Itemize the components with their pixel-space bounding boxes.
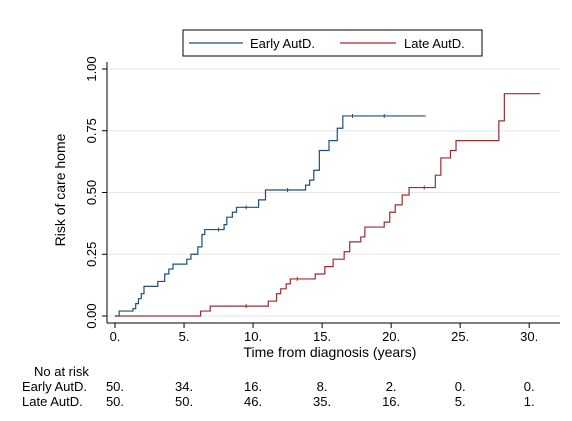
risk-value-0-2: 16. xyxy=(244,379,262,394)
x-tick-label-2: 10. xyxy=(244,329,262,344)
y-tick-label-1: 0.25 xyxy=(84,242,99,267)
risk-table-title: No at risk xyxy=(34,364,89,379)
legend-label-early: Early AutD. xyxy=(250,36,315,51)
y-tick-label-4: 1.00 xyxy=(84,56,99,81)
legend-label-late: Late AutD. xyxy=(404,36,465,51)
y-tick-label-3: 0.75 xyxy=(84,118,99,143)
risk-value-0-3: 8. xyxy=(317,379,328,394)
risk-value-1-1: 50. xyxy=(175,394,193,409)
y-axis-title: Risk of care home xyxy=(52,133,68,246)
y-tick-label-0: 0.00 xyxy=(84,303,99,328)
risk-value-0-1: 34. xyxy=(175,379,193,394)
series-line-1 xyxy=(115,93,541,317)
x-tick-label-1: 5. xyxy=(179,329,190,344)
risk-value-0-6: 0. xyxy=(524,379,535,394)
series-group xyxy=(115,93,541,317)
x-tick-label-6: 30. xyxy=(520,329,538,344)
x-tick-label-5: 25. xyxy=(451,329,469,344)
risk-row-label-late: Late AutD. xyxy=(22,394,83,409)
risk-value-1-6: 1. xyxy=(524,394,535,409)
x-tick-label-4: 20. xyxy=(382,329,400,344)
risk-value-1-5: 5. xyxy=(455,394,466,409)
x-axis-title: Time from diagnosis (years) xyxy=(244,344,417,360)
y-tick-label-2: 0.50 xyxy=(84,180,99,205)
risk-value-0-5: 0. xyxy=(455,379,466,394)
y-ticks: 0.00 0.25 0.50 0.75 1.00 xyxy=(84,56,107,329)
risk-value-0-4: 2. xyxy=(386,379,397,394)
risk-value-0-0: 50. xyxy=(106,379,124,394)
x-tick-label-0: 0. xyxy=(110,329,121,344)
x-ticks: 0. 5. 10. 15. 20. 25. 30. xyxy=(110,323,538,344)
x-tick-label-3: 15. xyxy=(313,329,331,344)
series-line-0 xyxy=(115,115,426,317)
risk-value-1-3: 35. xyxy=(313,394,331,409)
risk-value-1-0: 50. xyxy=(106,394,124,409)
risk-values: 50. 34. 16. 8. 2. 0. 0.50. 50. 46. 35. 16. 5. 1. xyxy=(106,379,535,409)
risk-table: No at risk Early AutD. Late AutD. 50. 34.… xyxy=(22,364,535,409)
risk-value-1-4: 16. xyxy=(382,394,400,409)
risk-row-label-early: Early AutD. xyxy=(22,379,87,394)
risk-value-1-2: 46. xyxy=(244,394,262,409)
legend: Early AutD. Late AutD. xyxy=(182,29,483,57)
